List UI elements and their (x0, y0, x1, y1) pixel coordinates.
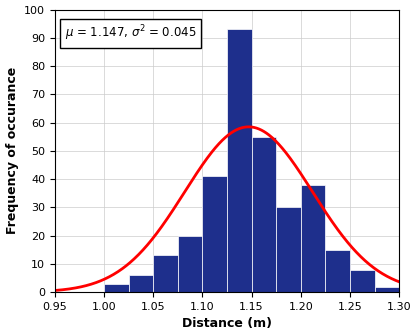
Bar (251, 137, 276, 292)
Bar (350, 269, 374, 292)
Y-axis label: Frequency of occurance: Frequency of occurance (5, 67, 18, 235)
Bar (325, 250, 350, 292)
Bar (202, 176, 227, 292)
Bar (301, 185, 325, 292)
X-axis label: Distance (m): Distance (m) (182, 318, 272, 330)
Bar (276, 207, 301, 292)
Bar (374, 287, 399, 292)
Text: $\mu$ = 1.147, $\sigma^2$ = 0.045: $\mu$ = 1.147, $\sigma^2$ = 0.045 (65, 24, 197, 43)
Bar (178, 236, 202, 292)
Bar (128, 275, 153, 292)
Bar (153, 255, 178, 292)
Bar (227, 29, 251, 292)
Bar (104, 284, 128, 292)
